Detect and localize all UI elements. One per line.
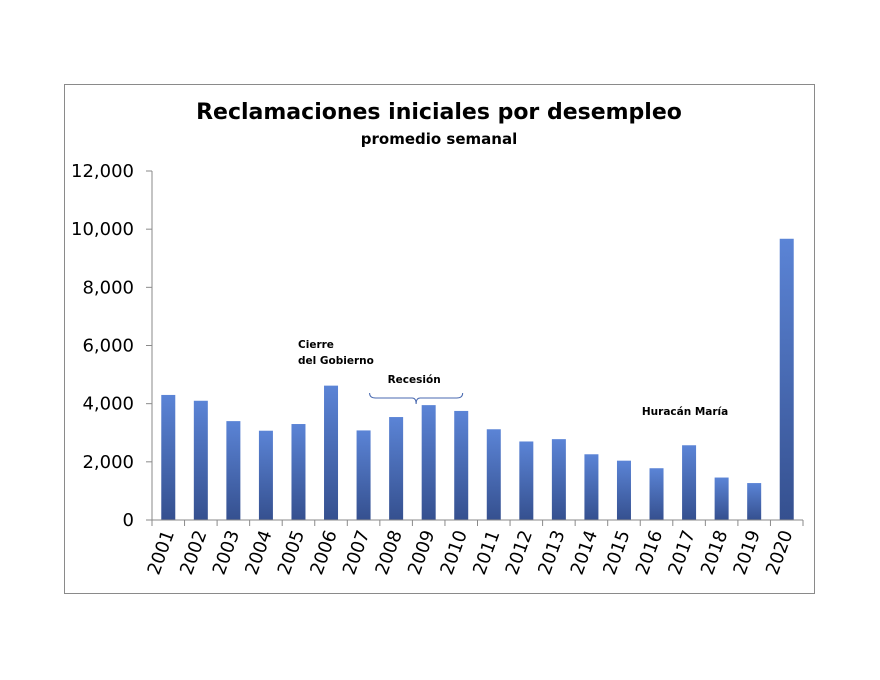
x-tick-label: 2016 <box>632 528 667 578</box>
bar-2013 <box>551 439 566 520</box>
y-tick-label: 4,000 <box>82 394 134 415</box>
x-tick-label: 2012 <box>502 528 537 578</box>
bar-2008 <box>389 417 404 520</box>
bar-2016 <box>649 468 664 520</box>
y-tick-label: 10,000 <box>71 219 134 240</box>
x-tick-label: 2007 <box>339 528 374 578</box>
x-tick-label: 2005 <box>274 528 309 578</box>
x-tick-label: 2011 <box>469 528 504 578</box>
x-tick-label: 2010 <box>437 528 472 578</box>
x-tick-label: 2015 <box>599 528 634 578</box>
x-tick-label: 2019 <box>729 528 764 578</box>
x-tick-label: 2006 <box>306 528 341 578</box>
x-tick-label: 2020 <box>762 528 797 578</box>
bar-2018 <box>714 477 729 520</box>
bar-2009 <box>421 405 436 520</box>
bar-2002 <box>193 400 208 520</box>
x-axis: 2001200220032004200520062007200820092010… <box>144 519 804 578</box>
bar-2019 <box>747 483 762 520</box>
x-tick-label: 2008 <box>371 528 406 578</box>
x-tick-label: 2004 <box>241 528 276 578</box>
bar-2020 <box>779 238 794 520</box>
x-tick-label: 2003 <box>209 528 244 578</box>
bar-2015 <box>616 460 631 520</box>
annotations: Cierre del Gobierno Recesión Huracán María <box>298 339 728 418</box>
bar-2006 <box>324 385 339 520</box>
x-tick-label: 2014 <box>567 528 602 578</box>
x-tick-label: 2013 <box>534 528 569 578</box>
annotation-huracan-maria: Huracán María <box>642 406 728 418</box>
y-tick-label: 8,000 <box>82 277 134 298</box>
y-tick-label: 6,000 <box>82 336 134 357</box>
bars <box>161 238 794 520</box>
chart-frame <box>64 84 815 594</box>
bar-2004 <box>258 430 273 520</box>
y-axis: 0 2,000 4,000 6,000 8,000 10,000 12,000 <box>71 161 153 531</box>
bar-2003 <box>226 421 241 520</box>
bar-2011 <box>486 429 501 520</box>
bar-2012 <box>519 441 534 520</box>
bar-2014 <box>584 454 599 520</box>
y-tick-label: 2,000 <box>82 452 134 473</box>
chart-subtitle: promedio semanal <box>361 130 517 148</box>
bar-2007 <box>356 430 371 520</box>
bar-2001 <box>161 394 176 520</box>
bar-2017 <box>682 445 697 520</box>
bar-2010 <box>454 410 469 520</box>
x-tick-label: 2009 <box>404 528 439 578</box>
x-tick-label: 2018 <box>697 528 732 578</box>
y-tick-label: 0 <box>123 510 134 531</box>
annotation-recesion: Recesión <box>388 374 441 386</box>
y-tick-label: 12,000 <box>71 161 134 182</box>
annotation-cierre-gobierno: Cierre del Gobierno <box>298 339 374 367</box>
x-tick-label: 2001 <box>144 528 179 578</box>
x-tick-label: 2002 <box>176 528 211 578</box>
chart-title: Reclamaciones iniciales por desempleo <box>196 100 682 125</box>
bar-2005 <box>291 424 306 520</box>
recesion-brace <box>369 392 464 405</box>
x-tick-label: 2017 <box>664 528 699 578</box>
